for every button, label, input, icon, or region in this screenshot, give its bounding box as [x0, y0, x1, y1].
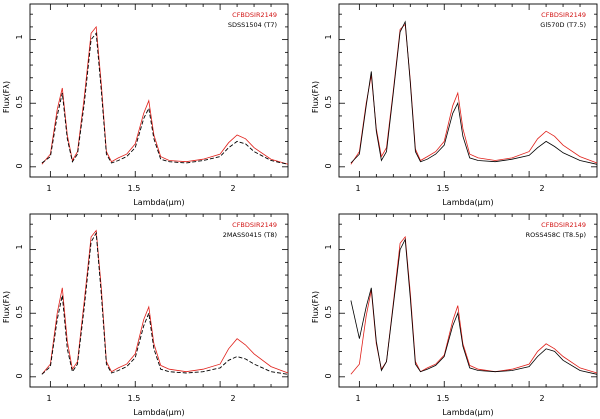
x-axis-label: Lambda(μm): [442, 198, 493, 207]
x-tick-label-2: 2: [539, 184, 544, 193]
legend-entry-cfbdsir2149: CFBDSIR2149: [232, 11, 277, 19]
legend-entry-cfbdsir2149: CFBDSIR2149: [541, 221, 586, 229]
y-tick-label-0: 0: [324, 163, 333, 168]
y-tick-label-0.5: 0.5: [324, 96, 333, 109]
x-tick-label-1.5: 1.5: [437, 184, 450, 193]
series-line-cfbdsir2149: [350, 23, 598, 165]
panel-ross458c: 1 1.5 2 0 0.5 1 Lambda(μm) Flux(Fλ) CFBD…: [311, 213, 598, 417]
x-tick-label-1: 1: [355, 394, 360, 403]
x-tick-label-1: 1: [355, 184, 360, 193]
legend-entry-comparison: Gl570D (T7.5): [540, 21, 586, 29]
y-tick-label-0.5: 0.5: [324, 306, 333, 319]
legend-entry-cfbdsir2149: CFBDSIR2149: [541, 11, 586, 19]
y-tick-label-0: 0: [15, 373, 24, 378]
x-tick-label-2: 2: [230, 184, 235, 193]
tick-marks: [339, 4, 597, 177]
panel-sdss1504: 1 1.5 2 0 0.5 1 Lambda(μm) Flux(Fλ) CFBD…: [2, 3, 289, 207]
y-tick-label-1: 1: [324, 34, 333, 39]
y-axis-label: Flux(Fλ): [311, 81, 320, 113]
y-tick-label-1: 1: [324, 244, 333, 249]
y-axis-label: Flux(Fλ): [2, 291, 11, 323]
plot-frame: [338, 3, 598, 178]
series-line-2mass0415-t8: [41, 231, 289, 375]
series-line-cfbdsir2149: [41, 229, 289, 375]
y-tick-label-0.5: 0.5: [15, 96, 24, 109]
x-axis-label: Lambda(μm): [133, 408, 184, 417]
x-tick-label-2: 2: [539, 394, 544, 403]
y-tick-label-1: 1: [15, 244, 24, 249]
y-tick-label-0: 0: [324, 373, 333, 378]
y-tick-label-0: 0: [15, 163, 24, 168]
legend-entry-cfbdsir2149: CFBDSIR2149: [232, 221, 277, 229]
series-marks: [350, 20, 598, 165]
series-marks: [41, 25, 289, 165]
x-tick-label-2: 2: [230, 394, 235, 403]
x-tick-label-1.5: 1.5: [128, 184, 141, 193]
y-tick-label-0.5: 0.5: [15, 306, 24, 319]
tick-marks: [30, 214, 288, 387]
panel-2mass0415: 1 1.5 2 0 0.5 1 Lambda(μm) Flux(Fλ) CFBD…: [2, 213, 289, 417]
series-line-sdss1504-t7: [41, 32, 289, 165]
x-tick-label-1: 1: [46, 394, 51, 403]
y-axis-label: Flux(Fλ): [311, 291, 320, 323]
x-axis-label: Lambda(μm): [442, 408, 493, 417]
x-tick-label-1: 1: [46, 184, 51, 193]
legend-entry-comparison: SDSS1504 (T7): [228, 21, 277, 29]
series-marks: [350, 235, 598, 375]
tick-marks: [30, 4, 288, 177]
legend-entry-comparison: 2MASS0415 (T8): [223, 231, 277, 239]
y-tick-label-1: 1: [15, 34, 24, 39]
x-tick-label-1.5: 1.5: [128, 394, 141, 403]
y-axis-label: Flux(Fλ): [2, 81, 11, 113]
x-axis-label: Lambda(μm): [133, 198, 184, 207]
tick-marks: [339, 214, 597, 387]
x-tick-label-1.5: 1.5: [437, 394, 450, 403]
legend-entry-comparison: ROSS458C (T8.5p): [526, 231, 586, 239]
series-line-ross458c-t8-5p: [350, 237, 598, 375]
series-marks: [41, 229, 289, 375]
panel-gl570d: 1 1.5 2 0 0.5 1 Lambda(μm) Flux(Fλ) CFBD…: [311, 3, 598, 207]
series-line-gl570d-t7-5: [350, 20, 598, 165]
